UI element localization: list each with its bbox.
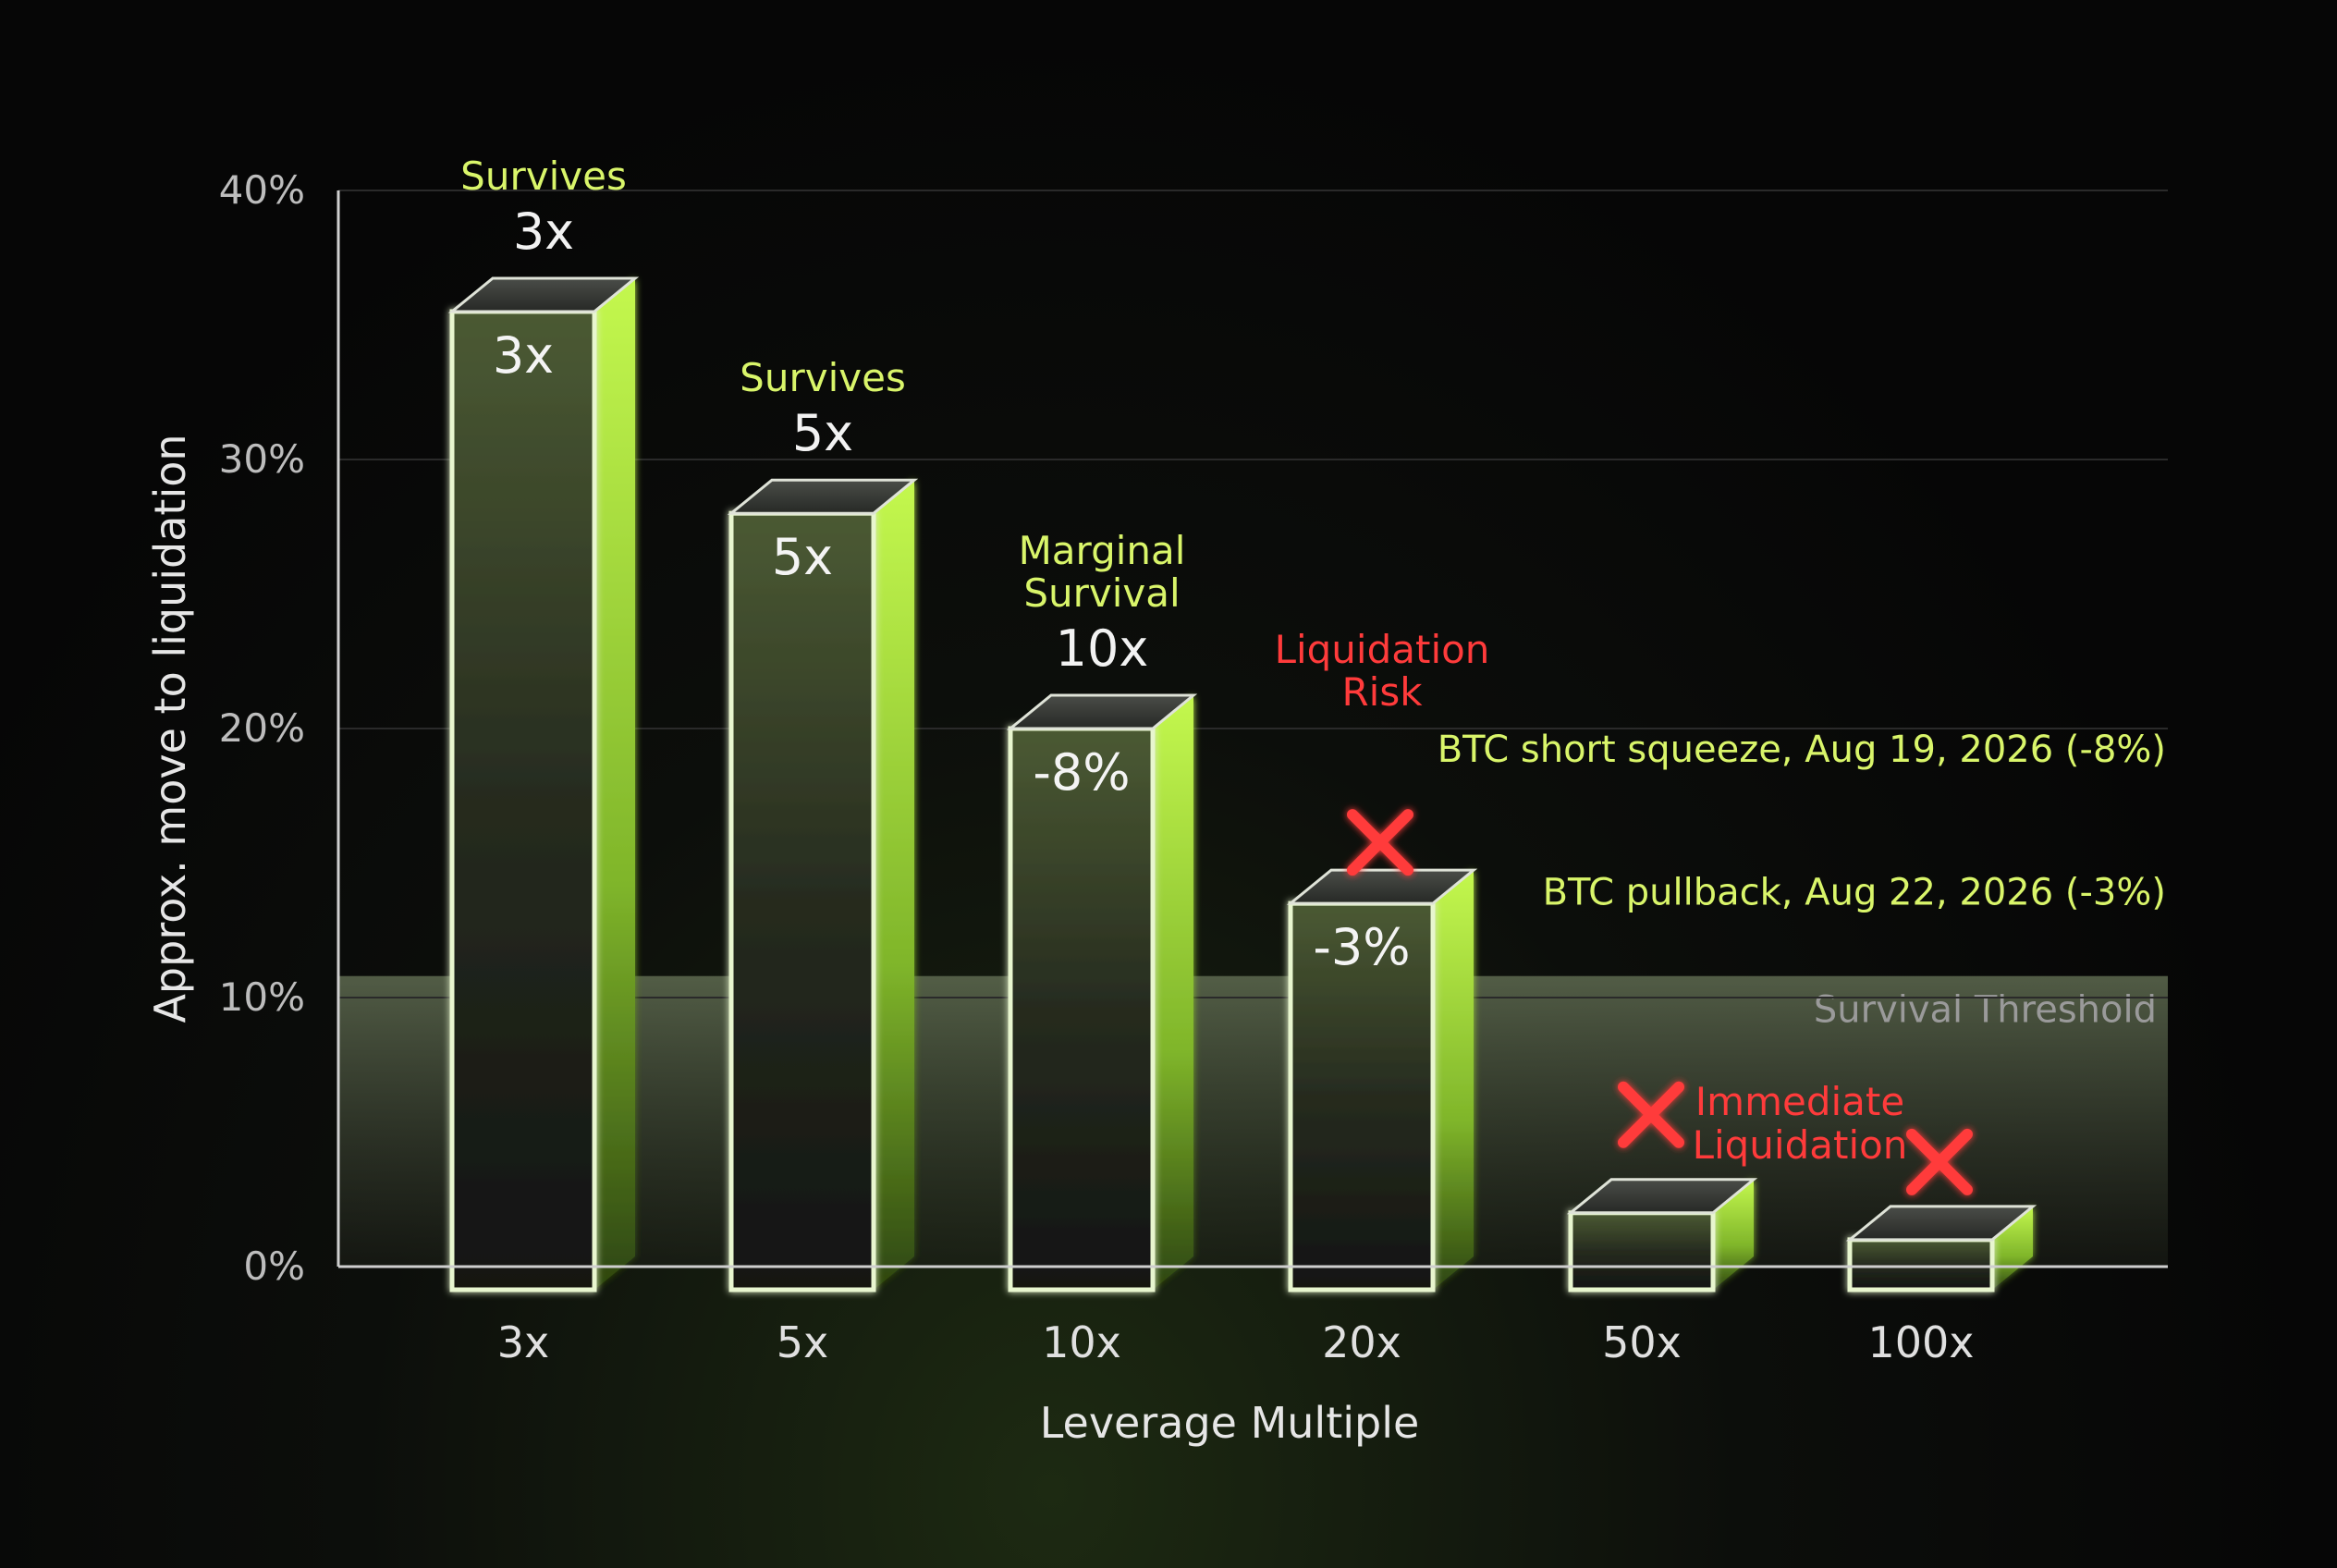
bar-face-label: 3x: [493, 326, 554, 385]
bar-front: [1568, 1210, 1716, 1292]
bar-10x: [1006, 693, 1198, 1292]
bar-top-label: 10x: [1056, 619, 1149, 678]
x-tick-label: 100x: [1867, 1317, 1974, 1367]
x-stroke: [1618, 1081, 1684, 1148]
y-tick-label: 10%: [219, 974, 305, 1020]
bar-3x: [447, 276, 640, 1292]
x-tick-label: 5x: [777, 1317, 829, 1367]
bar-face-label: -8%: [1033, 743, 1130, 802]
bar-front: [1008, 726, 1156, 1292]
status-label: Risk: [1341, 669, 1423, 715]
bar-front: [1288, 900, 1436, 1292]
y-tick-label: 0%: [243, 1243, 305, 1289]
x-tick-label: 3x: [497, 1317, 550, 1367]
bar-top-label: 5x: [792, 404, 853, 462]
liquidation-x-icon: [1906, 1128, 1973, 1195]
bar-side: [1433, 870, 1474, 1290]
threshold-zone: [338, 975, 2168, 1267]
gridlines: [338, 190, 2168, 998]
bar-side: [874, 480, 914, 1290]
reference-lines: BTC short squeeze, Aug 19, 2026 (-8%) BTC…: [338, 729, 2168, 929]
bar-20x: [1286, 868, 1478, 1292]
bar-5x: [727, 478, 919, 1292]
x-tick-label: 50x: [1602, 1317, 1682, 1367]
x-tick-label: 20x: [1322, 1317, 1401, 1367]
bar-front: [449, 309, 597, 1292]
reference-line-label: BTC pullback, Aug 22, 2026 (-3%): [1543, 871, 2166, 913]
liquidation-x-icon: [1618, 1081, 1684, 1148]
status-label: Marginal: [1019, 528, 1186, 573]
bar-side: [1153, 695, 1193, 1290]
y-tick-label: 20%: [219, 705, 305, 751]
x-stroke: [1347, 809, 1413, 876]
bar-top-label: 3x: [513, 202, 574, 261]
bar-front: [1847, 1237, 1995, 1292]
axes: 0% 10% 20% 30% 40% 3x 5x 10x 20x 50x 100x: [219, 167, 2168, 1367]
y-tick-label: 30%: [219, 436, 305, 482]
bar-side: [594, 277, 635, 1291]
liquidation-x-icon: [1347, 809, 1413, 876]
status-label: Survival: [1023, 570, 1180, 616]
immediate-liquidation-label: Immediate: [1695, 1079, 1904, 1124]
x-tick-label: 10x: [1042, 1317, 1121, 1367]
bar-side: [1713, 1179, 1754, 1290]
y-axis-title: Approx. move to liquidation: [145, 434, 195, 1023]
x-stroke: [1906, 1128, 1973, 1195]
reference-line-label: BTC short squeeze, Aug 19, 2026 (-8%): [1438, 729, 2166, 771]
bar-50x: [1566, 1178, 1758, 1292]
x-axis-title: Leverage Multiple: [1040, 1398, 1420, 1448]
bar-100x: [1845, 1205, 2037, 1292]
status-label: Survives: [740, 355, 906, 400]
bar-face-label: 5x: [772, 528, 833, 586]
y-tick-label: 40%: [219, 167, 305, 213]
immediate-liquidation-label: Liquidation: [1693, 1122, 1908, 1168]
annotations: 3xSurvives3x5xSurvives5x10xMarginalSurvi…: [460, 153, 1973, 1195]
bar-side: [1992, 1206, 2033, 1290]
survival-threshold-zone: Survival Threshold: [338, 975, 2168, 1267]
bar-front: [728, 510, 876, 1292]
bar-face-label: -3%: [1313, 918, 1410, 976]
status-label: Liquidation: [1275, 627, 1490, 672]
threshold-label: Survival Threshold: [1814, 989, 2157, 1032]
status-label: Survives: [460, 153, 627, 199]
bars: [447, 276, 2037, 1292]
